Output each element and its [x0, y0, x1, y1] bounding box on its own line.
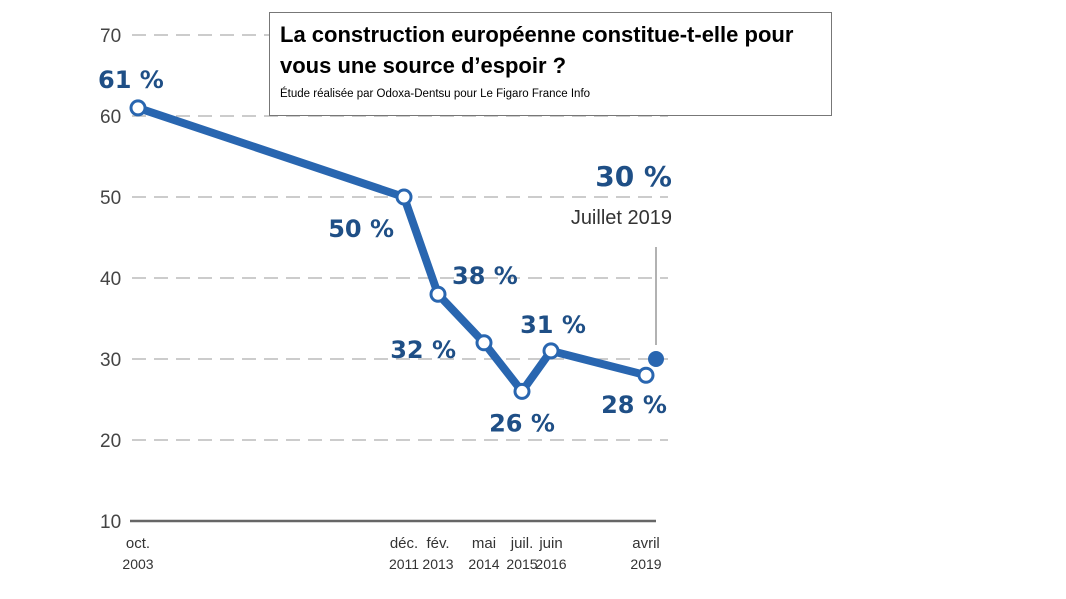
- data-label: 26 %: [489, 409, 555, 437]
- y-tick-label: 70: [100, 26, 121, 47]
- highlight-date-label: Juillet 2019: [571, 207, 672, 229]
- data-point: [637, 366, 655, 384]
- highlight-value-label: 30 %: [595, 160, 672, 193]
- x-tick-label: oct.: [126, 535, 150, 552]
- data-point: [475, 334, 493, 352]
- highlight-point: [648, 351, 664, 367]
- x-tick-label: avril: [632, 535, 660, 552]
- x-tick-label: 2014: [468, 556, 499, 572]
- y-tick-label: 20: [100, 431, 121, 452]
- x-tick-label: 2011: [389, 556, 419, 572]
- data-label: 61 %: [98, 66, 164, 94]
- data-label: 31 %: [520, 311, 586, 339]
- data-point: [129, 99, 147, 117]
- x-tick-label: mai: [472, 535, 496, 552]
- x-tick-label: fév.: [426, 535, 449, 552]
- data-label: 50 %: [328, 215, 394, 243]
- x-tick-label: juin: [538, 535, 562, 552]
- data-label: 28 %: [601, 391, 667, 419]
- y-tick-label: 40: [100, 269, 121, 290]
- chart-title: La construction européenne constitue-t-e…: [280, 22, 794, 78]
- x-tick-label: 2015: [506, 556, 537, 572]
- data-point: [542, 342, 560, 360]
- x-tick-label: 2013: [422, 556, 453, 572]
- x-tick-label: 2019: [630, 556, 661, 572]
- data-label: 38 %: [452, 262, 518, 290]
- data-label: 32 %: [390, 336, 456, 364]
- x-tick-label: déc.: [390, 535, 418, 552]
- y-tick-label: 50: [100, 188, 121, 209]
- x-tick-label: juil.: [510, 535, 534, 552]
- x-tick-label: 2016: [535, 556, 566, 572]
- x-tick-label: 2003: [122, 556, 153, 572]
- y-tick-label: 30: [100, 350, 121, 371]
- data-point: [513, 382, 531, 400]
- data-point: [395, 188, 413, 206]
- y-tick-label: 60: [100, 107, 121, 128]
- chart-source: Étude réalisée par Odoxa-Dentsu pour Le …: [280, 88, 591, 100]
- y-tick-label: 10: [100, 512, 121, 533]
- data-point: [429, 285, 447, 303]
- title-box: La construction européenne constitue-t-e…: [269, 12, 832, 116]
